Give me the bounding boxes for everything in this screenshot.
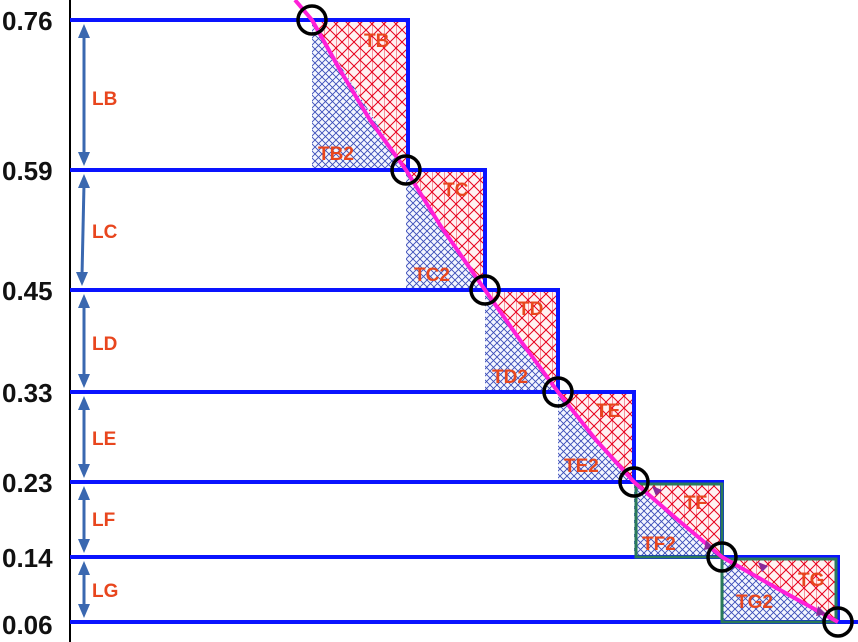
interval-label-ld: LD: [92, 334, 117, 355]
interval-arrow-lc-top: [78, 174, 90, 188]
triangle-tb2-region: [312, 20, 406, 170]
interval-arrow-lb-bottom: [78, 152, 90, 166]
corner-circle-d: [469, 274, 501, 306]
y-tick-label: 0.33: [2, 378, 53, 408]
arrow-marker-g2: [816, 606, 826, 616]
interval-arrow-lg-top: [78, 561, 90, 575]
triangle-label-tb: TB: [364, 31, 389, 52]
arrow-marker-g1: [758, 562, 768, 572]
interval-arrow-ld-top: [78, 294, 90, 308]
interval-arrow-lc: [80, 183, 86, 277]
corner-circle-g: [706, 541, 738, 573]
interval-label-lf: LF: [92, 510, 115, 531]
triangle-label-tf: TF: [684, 493, 707, 514]
level-lines: [70, 18, 858, 624]
interval-arrow-le-top: [78, 396, 90, 410]
y-tick-label: 0.76: [2, 6, 53, 36]
interval-label-lg: LG: [92, 581, 118, 602]
corner-circle-f: [618, 466, 650, 498]
triangle-label-tc: TC: [443, 180, 469, 201]
interval-arrow-lf-bottom: [78, 539, 90, 553]
interval-label-lc: LC: [92, 222, 118, 243]
triangle-label-te2: TE2: [564, 456, 599, 477]
interval-labels: LB LC LD LE LF LG: [92, 89, 118, 602]
triangle-label-tb2: TB2: [318, 144, 354, 165]
y-tick-label: 0.06: [2, 610, 53, 640]
triangle-label-tg: TG: [798, 570, 824, 591]
y-tick-label: 0.23: [2, 468, 53, 498]
y-tick-label: 0.59: [2, 156, 53, 186]
y-tick-labels: 0.76 0.59 0.45 0.33 0.23 0.14 0.06: [2, 6, 53, 640]
interval-arrow-lb-top: [78, 24, 90, 38]
corner-circle-end: [822, 606, 854, 638]
interval-arrow-lg-bottom: [78, 604, 90, 618]
interval-arrow-lf-top: [78, 486, 90, 500]
green-box-f: [634, 482, 724, 559]
interval-arrow-le-bottom: [78, 464, 90, 478]
triangle-tb-region: [312, 20, 408, 170]
green-box-g: [720, 557, 838, 624]
triangle-label-te: TE: [596, 401, 620, 422]
corner-circles: [296, 4, 854, 638]
corner-circle-e: [542, 376, 574, 408]
corner-circle-c: [390, 154, 422, 186]
arrow-marker-f1: [652, 486, 662, 496]
interval-label-le: LE: [92, 429, 116, 450]
triangle-label-td: TD: [518, 299, 543, 320]
interval-arrows: [76, 24, 90, 618]
stair-risers: [406, 18, 840, 624]
interval-arrow-ld-bottom: [78, 374, 90, 388]
hatched-regions: [312, 20, 838, 622]
y-tick-label: 0.45: [2, 276, 53, 306]
triangle-labels: TB TB2 TC TC2 TD TD2 TE TE2 TF TF2 TG TG…: [318, 31, 824, 613]
interval-label-lb: LB: [92, 89, 117, 110]
y-tick-label: 0.14: [2, 543, 53, 573]
triangle-label-td2: TD2: [492, 367, 528, 388]
triangle-label-tc2: TC2: [414, 265, 450, 286]
triangle-label-tf2: TF2: [642, 534, 676, 555]
interval-arrow-lc-bottom: [76, 272, 88, 286]
corner-circle-b: [296, 4, 328, 36]
triangle-label-tg2: TG2: [736, 592, 773, 613]
